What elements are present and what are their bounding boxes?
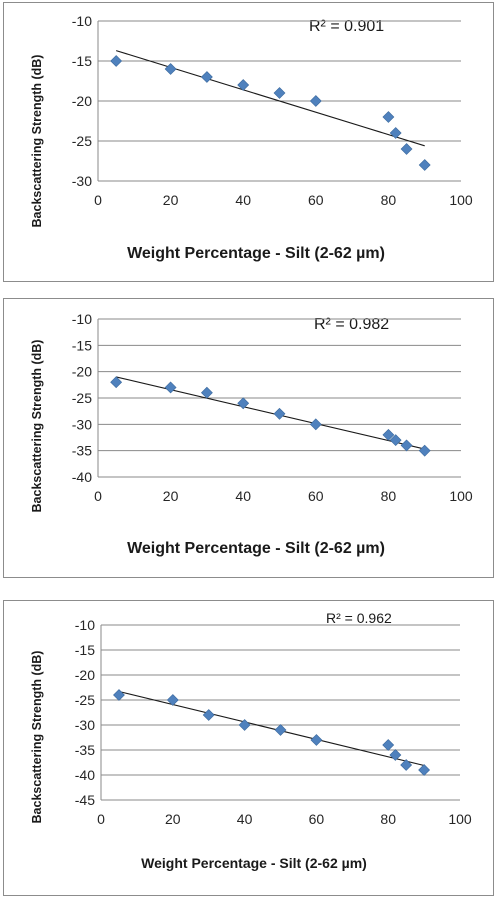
data-point-marker <box>273 407 286 420</box>
r-squared-annotation: R² = 0.901 <box>309 18 384 35</box>
tick-labels: -10 -15 -20 -25 -30 -35 -400 20 40 60 80 100 <box>72 311 473 504</box>
chart-panel-3: R² = 0.962 Backscattering Strength (dB) … <box>3 600 494 896</box>
scatter-chart-2: R² = 0.982 Backscattering Strength (dB) … <box>30 311 473 557</box>
y-tick-label: -10 <box>72 13 92 29</box>
data-point-marker <box>310 734 323 746</box>
y-tick-label: -20 <box>75 667 95 683</box>
data-point-marker <box>237 79 250 91</box>
y-tick-label: -45 <box>75 792 95 808</box>
trendline <box>118 690 425 767</box>
y-tick-label: -40 <box>75 767 95 783</box>
x-tick-label: 60 <box>309 811 325 827</box>
x-tick-label: 20 <box>163 488 179 504</box>
x-tick-label: 80 <box>381 488 397 504</box>
data-point-marker <box>164 381 177 394</box>
y-tick-label: -30 <box>75 717 95 733</box>
x-tick-label: 20 <box>165 811 181 827</box>
x-tick-label: 0 <box>94 488 102 504</box>
data-point-marker <box>418 764 431 776</box>
data-point-marker <box>166 694 179 706</box>
data-point-marker <box>400 759 413 771</box>
tick-labels: -10 -15 -20 -25 -300 20 40 60 80 100 <box>72 13 473 208</box>
data-point-marker <box>110 376 123 389</box>
x-tick-label: 40 <box>235 192 251 208</box>
data-point-marker <box>274 724 287 736</box>
data-points <box>113 689 431 776</box>
data-point-marker <box>164 63 177 75</box>
y-tick-label: -15 <box>72 337 92 353</box>
trendline <box>115 50 425 147</box>
data-point-marker <box>238 719 251 731</box>
scatter-chart-1: R² = 0.901 Backscattering Strength (dB) … <box>30 13 473 262</box>
data-point-marker <box>382 739 395 751</box>
axes <box>97 319 461 478</box>
data-point-marker <box>389 434 402 447</box>
x-tick-label: 40 <box>237 811 253 827</box>
y-axis-label: Backscattering Strength (dB) <box>30 55 44 228</box>
data-point-marker <box>418 444 431 457</box>
axes <box>100 625 460 801</box>
data-point-marker <box>382 111 395 123</box>
chart-panel-1: R² = 0.901 Backscattering Strength (dB) … <box>3 2 494 282</box>
data-point-marker <box>113 689 125 701</box>
y-tick-label: -35 <box>75 742 95 758</box>
x-tick-label: 80 <box>381 192 397 208</box>
x-tick-label: 100 <box>449 192 473 208</box>
x-tick-label: 60 <box>308 192 324 208</box>
x-axis-label: Weight Percentage - Silt (2-62 µm) <box>127 245 385 262</box>
y-tick-label: -15 <box>72 53 92 69</box>
r-squared-annotation: R² = 0.982 <box>314 316 389 333</box>
y-tick-label: -10 <box>72 311 92 327</box>
gridlines <box>101 624 460 776</box>
data-point-marker <box>273 87 286 99</box>
data-points <box>110 376 431 457</box>
y-axis-label: Backscattering Strength (dB) <box>30 651 44 824</box>
y-axis-label: Backscattering Strength (dB) <box>30 340 44 513</box>
x-tick-label: 40 <box>235 488 251 504</box>
axes <box>97 21 461 182</box>
data-point-marker <box>200 71 213 83</box>
x-tick-label: 100 <box>449 488 473 504</box>
gridlines <box>98 20 461 142</box>
x-tick-label: 60 <box>308 488 324 504</box>
trendline <box>116 376 425 450</box>
x-tick-label: 0 <box>94 192 102 208</box>
x-axis-label: Weight Percentage - Silt (2-62 µm) <box>127 540 385 557</box>
x-tick-label: 80 <box>380 811 396 827</box>
data-point-marker <box>202 709 215 721</box>
data-point-marker <box>309 418 322 431</box>
tick-labels: -10 -15 -20 -25 -30 -35 -40 -450 20 40 60 80 100 <box>75 617 472 827</box>
y-tick-label: -15 <box>75 642 95 658</box>
data-point-marker <box>382 428 395 441</box>
data-point-marker <box>389 749 402 761</box>
y-tick-label: -25 <box>72 133 92 149</box>
r-squared-annotation: R² = 0.962 <box>326 610 392 626</box>
x-axis-label: Weight Percentage - Silt (2-62 µm) <box>141 855 367 871</box>
y-tick-label: -40 <box>72 469 92 485</box>
data-point-marker <box>309 95 322 107</box>
chart-panel-2: R² = 0.982 Backscattering Strength (dB) … <box>3 298 494 578</box>
data-point-marker <box>400 143 413 155</box>
y-tick-label: -25 <box>72 390 92 406</box>
x-tick-label: 20 <box>163 192 179 208</box>
data-point-marker <box>400 439 413 452</box>
y-tick-label: -20 <box>72 364 92 380</box>
y-tick-label: -20 <box>72 93 92 109</box>
y-tick-label: -25 <box>75 692 95 708</box>
x-tick-label: 100 <box>448 811 472 827</box>
x-tick-label: 0 <box>97 811 105 827</box>
data-point-marker <box>418 159 431 171</box>
gridlines <box>98 318 461 452</box>
data-point-marker <box>200 386 213 399</box>
y-tick-label: -30 <box>72 416 92 432</box>
data-points <box>110 55 431 171</box>
scatter-chart-3: R² = 0.962 Backscattering Strength (dB) … <box>30 610 472 871</box>
data-point-marker <box>237 397 250 410</box>
y-tick-label: -35 <box>72 443 92 459</box>
data-point-marker <box>110 55 123 67</box>
y-tick-label: -10 <box>75 617 95 633</box>
y-tick-label: -30 <box>72 173 92 189</box>
data-point-marker <box>389 127 402 139</box>
